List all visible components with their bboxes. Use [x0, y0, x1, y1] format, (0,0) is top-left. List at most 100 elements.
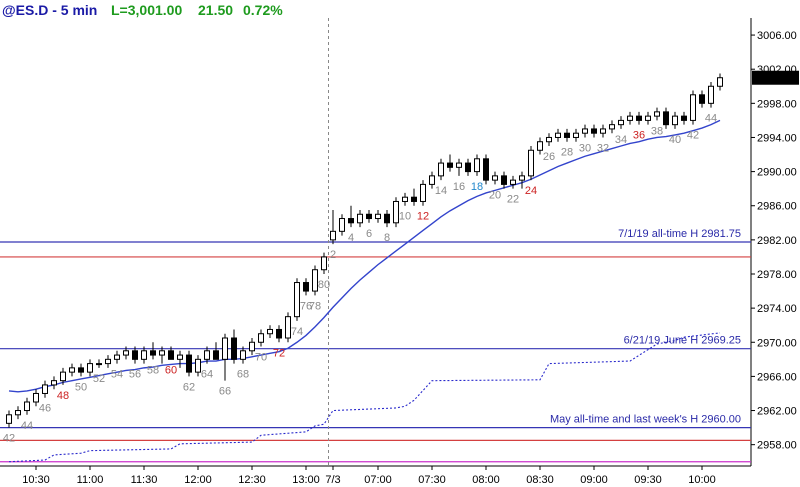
candle	[303, 278, 309, 296]
x-tick-label: 11:30	[131, 474, 158, 486]
candle	[474, 154, 480, 176]
candle-body	[357, 213, 363, 224]
bar-count-label: 72	[273, 347, 285, 359]
last-price-marker: 3001.00	[752, 70, 799, 85]
y-tick-label: 2998.00	[757, 98, 797, 110]
candle	[681, 111, 687, 125]
candle	[699, 90, 705, 108]
bar-count-label: 36	[633, 130, 645, 142]
bar-count-label: 62	[183, 381, 195, 393]
bar-count-label: 54	[111, 369, 123, 381]
candle-body	[690, 94, 696, 121]
x-axis: 10:30 11:00 11:30 12:00 12:30 13:00 7/3 07:00 07…	[22, 466, 716, 486]
candle	[546, 133, 552, 146]
bar-count-label: 52	[93, 373, 105, 385]
y-tick-label: 2974.00	[757, 303, 797, 315]
candle-body	[573, 132, 579, 138]
candle-body	[33, 392, 39, 403]
candle	[258, 329, 264, 347]
bar-count-label: 50	[75, 381, 87, 393]
candle-body	[465, 162, 471, 173]
candle-body	[177, 354, 183, 360]
candle-body	[528, 149, 534, 177]
bar-count-label: 48	[57, 390, 69, 402]
candle-body	[717, 77, 723, 87]
candle	[213, 342, 219, 360]
candle-body	[132, 350, 138, 360]
candle-body	[339, 218, 345, 232]
candle-body	[375, 213, 381, 220]
candle	[627, 111, 633, 125]
candle	[60, 367, 66, 385]
candle-body	[267, 328, 273, 335]
bar-count-label: 12	[417, 211, 429, 223]
candle	[159, 346, 165, 364]
candle	[501, 171, 507, 189]
bar-count-label: 30	[579, 142, 591, 154]
candle-body	[582, 128, 588, 134]
bar-count-label: 4	[348, 232, 354, 244]
candle-body	[618, 119, 624, 126]
candle	[42, 380, 48, 398]
candle	[510, 175, 516, 189]
candle-body	[366, 213, 372, 220]
bar-count-label: 66	[219, 386, 231, 398]
candle-body	[150, 350, 156, 356]
candle	[447, 154, 453, 172]
bar-count-label: 60	[165, 364, 177, 376]
candle-body	[276, 328, 282, 339]
level-annotation: 6/21/19 June H 2969.25	[624, 335, 741, 347]
y-tick-label: 2990.00	[757, 167, 797, 179]
y-tick-label: 2994.00	[757, 132, 797, 144]
candle-body	[546, 136, 552, 143]
candle	[114, 350, 120, 364]
candle-body	[600, 128, 606, 134]
candle	[708, 82, 714, 108]
candle	[339, 214, 345, 236]
candle	[690, 90, 696, 125]
candle-body	[681, 115, 687, 121]
bar-count-label: 64	[201, 369, 213, 381]
candle	[600, 124, 606, 138]
y-tick-label: 2966.00	[757, 371, 797, 383]
bar-count-label: 56	[129, 369, 141, 381]
bar-count-label: 8	[384, 232, 390, 244]
candle-body	[492, 175, 498, 181]
bar-count-label: 10	[399, 211, 411, 223]
candle-body	[402, 196, 408, 202]
y-tick-label: 2982.00	[757, 235, 797, 247]
candle	[87, 359, 93, 377]
x-tick-label: 7/3	[325, 474, 340, 486]
candle	[438, 158, 444, 181]
candle-body	[654, 111, 660, 117]
candle	[24, 397, 30, 415]
candle-body	[555, 132, 561, 138]
candle	[537, 137, 543, 155]
bar-count-label: 14	[435, 185, 447, 197]
moving-average	[8, 119, 721, 393]
candle-body	[78, 367, 84, 373]
candle-body	[204, 350, 210, 360]
candle	[663, 107, 669, 129]
y-axis: 2958.00 2962.00 2966.00 2970.00 2974.00 2978.…	[751, 30, 797, 452]
candle	[429, 171, 435, 189]
candle-body	[510, 179, 516, 185]
candle-body	[699, 94, 705, 104]
candle-body	[636, 115, 642, 121]
candle	[618, 116, 624, 129]
candle-body	[159, 350, 165, 356]
bar-count-label: 74	[291, 326, 303, 338]
candle-body	[15, 410, 21, 416]
bar-count-label: 42	[3, 433, 15, 445]
candle	[582, 124, 588, 138]
last-price-label: L=3,001.00	[111, 2, 182, 18]
level-annotation: May all-time and last week's H 2960.00	[550, 414, 741, 426]
candle	[231, 329, 237, 364]
candle-body	[24, 401, 30, 412]
candle-body	[519, 175, 525, 181]
candle	[195, 355, 201, 377]
candle-body	[591, 128, 597, 134]
y-tick-label: 2986.00	[757, 201, 797, 213]
candle-body	[141, 350, 147, 360]
bar-count-label: 40	[669, 134, 681, 146]
